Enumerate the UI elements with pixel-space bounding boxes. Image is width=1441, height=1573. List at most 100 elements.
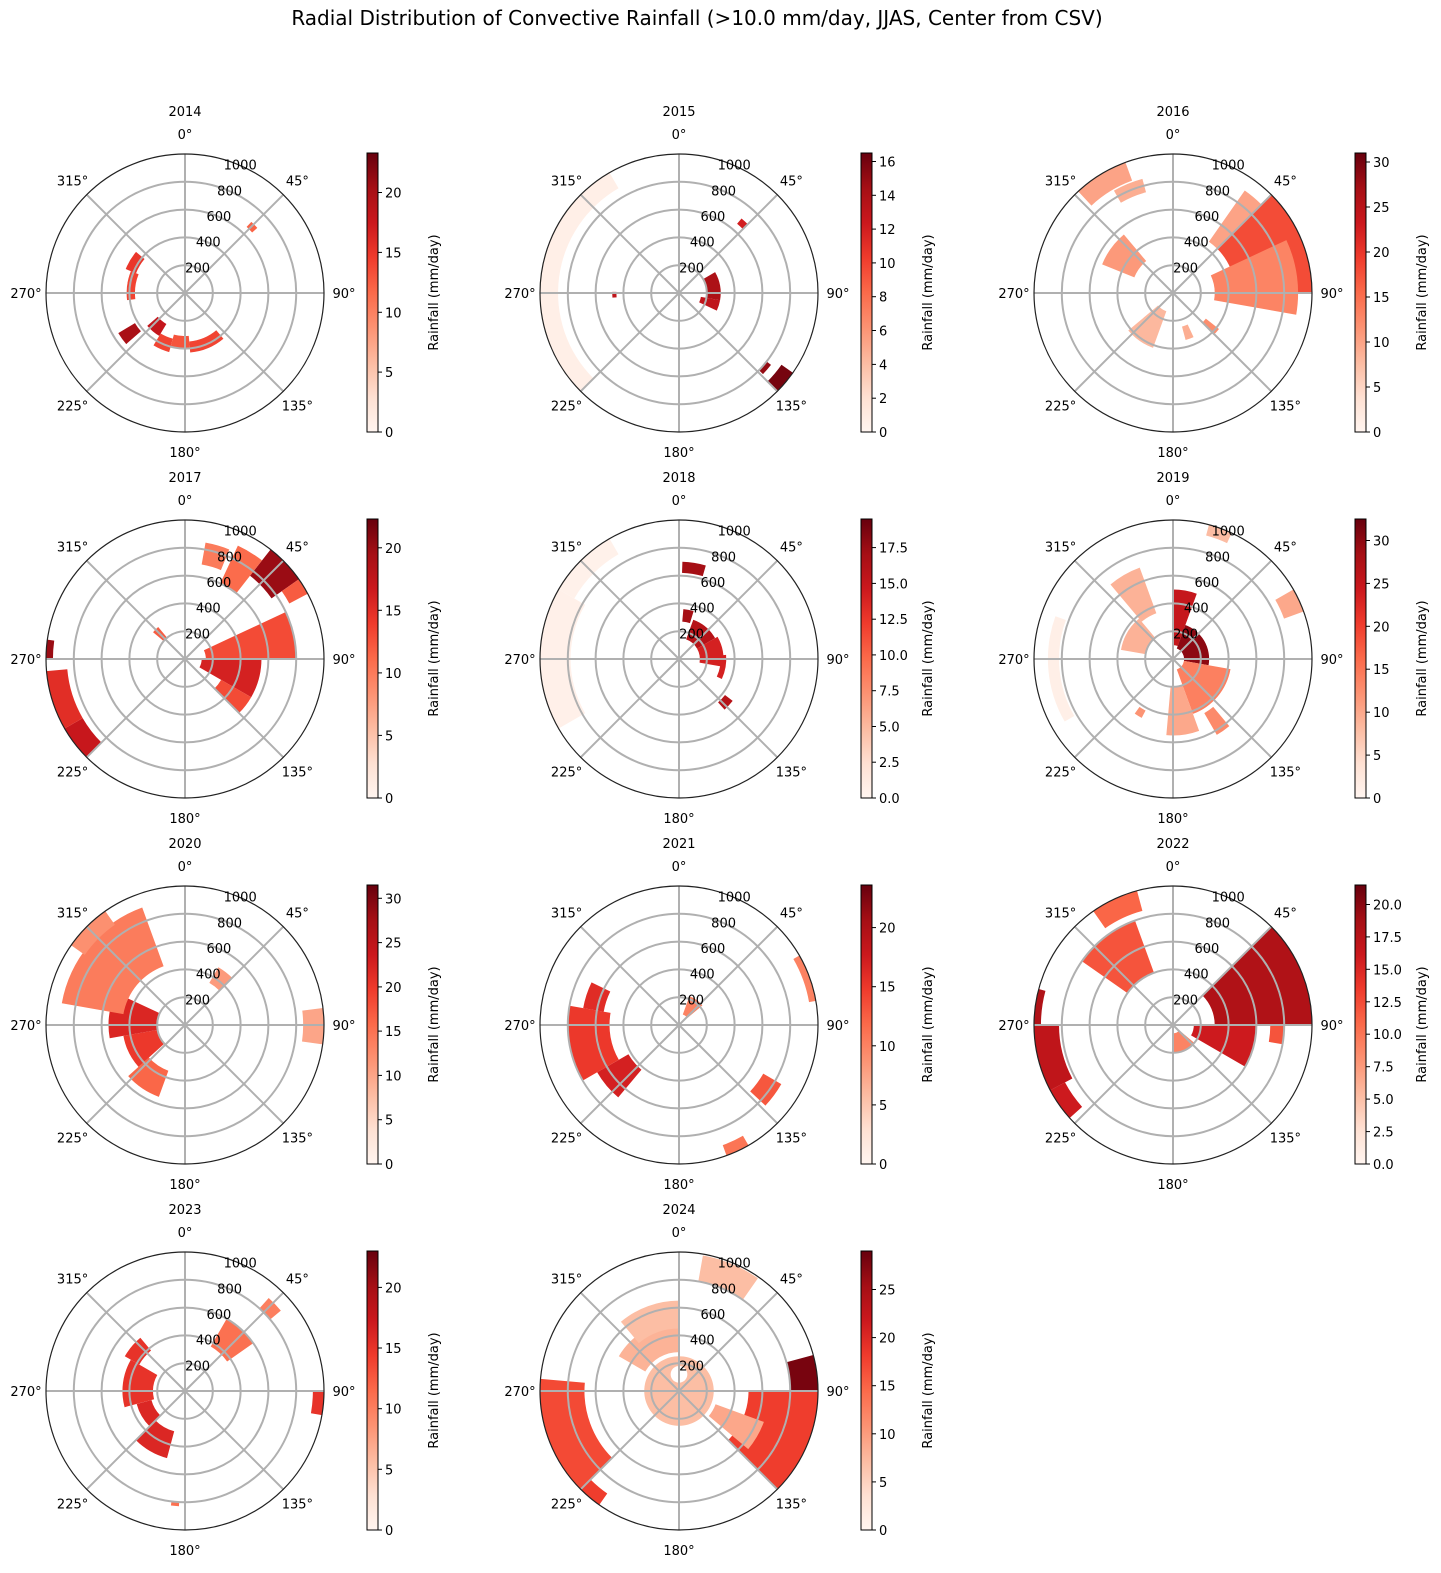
radial-tick-label: 1000	[1212, 525, 1245, 540]
colorbar-tick-label: 0	[879, 426, 887, 441]
angular-gridline	[1074, 194, 1174, 294]
angle-tick-label: 0°	[178, 494, 193, 509]
angle-tick-label: 90°	[332, 653, 355, 668]
angular-gridline	[580, 194, 680, 294]
polar-grid	[1034, 886, 1312, 1164]
rain-sector	[540, 172, 619, 392]
radial-tick-label: 800	[217, 550, 242, 565]
polar-spine	[539, 885, 819, 1165]
radial-tick-label: 800	[711, 1282, 736, 1297]
angle-tick-label: 270°	[10, 653, 41, 668]
colorbar-tick-label: 0	[385, 426, 393, 441]
angle-tick-label: 135°	[776, 1497, 807, 1512]
rain-sector	[220, 545, 263, 594]
radial-tick-label: 200	[679, 627, 704, 642]
rain-sector	[1176, 660, 1231, 714]
polar-axes: 0°45°90°135°180°225°270°315°200400600800…	[504, 494, 936, 826]
radial-tick-label: 200	[1173, 261, 1198, 276]
colorbar-tick-label: 17.5	[1373, 931, 1402, 946]
colorbar-label: Rainfall (mm/day)	[1415, 966, 1430, 1082]
colorbar-tick-label: 0	[1373, 426, 1381, 441]
polar-spine	[1033, 153, 1313, 433]
colorbar-tick-label: 6	[879, 325, 887, 340]
angle-tick-label: 90°	[1320, 1019, 1343, 1034]
radial-tick-label: 600	[206, 576, 231, 591]
colorbar-tick-label: 5	[879, 1099, 887, 1114]
colorbar-gradient	[366, 884, 379, 1165]
colorbar-tick-label: 5.0	[1373, 1093, 1394, 1108]
angle-tick-label: 270°	[504, 1019, 535, 1034]
polar-axes: 0°45°90°135°180°225°270°315°200400600800…	[998, 128, 1430, 460]
subplot-title: 2022	[1156, 837, 1190, 852]
subplot-title: 2018	[662, 471, 696, 486]
angular-gridline	[580, 560, 680, 660]
polar-grid	[540, 886, 818, 1164]
colorbar-tick-label: 10	[385, 1069, 402, 1084]
colorbar-tick-label: 20	[879, 922, 896, 937]
radial-tick-label: 200	[679, 261, 704, 276]
angular-gridline	[580, 292, 680, 392]
radial-tick-label: 400	[1184, 968, 1209, 983]
rain-sector	[1093, 890, 1143, 929]
colorbar-tick-label: 10	[879, 257, 896, 272]
radial-tick-label: 1000	[718, 891, 751, 906]
angle-tick-label: 225°	[57, 1497, 88, 1512]
colorbar-gradient	[366, 152, 379, 433]
polar-grid	[46, 520, 324, 798]
polar-grid	[540, 1252, 818, 1530]
colorbar-tick-label: 8	[879, 291, 887, 306]
angular-gridline	[86, 926, 186, 1026]
rain-sector	[310, 1391, 324, 1416]
polar-subplot-2016: 2016 0° 45° 90° 135° 180° 225° 270° 315° 200 400 60…	[988, 100, 1441, 460]
angle-tick-label: 45°	[780, 907, 803, 922]
angle-tick-label: 180°	[663, 446, 694, 460]
colorbar-tick-label: 15	[385, 1025, 402, 1040]
polar-axes: 0°45°90°135°180°225°270°315°200400600800…	[504, 128, 936, 460]
radial-tick-label: 800	[217, 184, 242, 199]
angular-gridline	[678, 292, 778, 392]
radial-tick-label: 600	[1194, 210, 1219, 225]
colorbar-tick-label: 20	[1373, 620, 1390, 635]
angle-tick-label: 270°	[10, 1385, 41, 1400]
colorbar-tick-label: 0	[385, 1158, 393, 1173]
angle-tick-label: 0°	[672, 494, 687, 509]
colorbar-tick-label: 0.0	[1373, 1158, 1394, 1173]
angle-tick-label: 225°	[57, 765, 88, 780]
rain-sector	[1173, 1030, 1195, 1053]
polar-subplot-2022: 2022 0° 45° 90° 135° 180° 225° 270° 315° 200 400 60…	[988, 832, 1441, 1192]
colorbar: 0 5 10 15 20 Rainfall (mm/day)	[366, 152, 442, 441]
polar-subplot-2014: 2014 0° 45° 90° 135° 180° 225° 270° 315° 200 400 60…	[0, 100, 460, 460]
colorbar: 0 5 10 15 20 25 30 Rainfall (mm/day)	[366, 884, 442, 1173]
angle-tick-label: 180°	[169, 446, 200, 460]
angular-gridline	[86, 194, 186, 294]
radial-tick-label: 400	[1184, 602, 1209, 617]
angle-tick-label: 45°	[1274, 175, 1297, 190]
rain-sector	[1120, 618, 1156, 655]
angle-tick-label: 90°	[332, 1019, 355, 1034]
radial-tick-label: 400	[196, 236, 221, 251]
polar-axes: 0°45°90°135°180°225°270°315°200400600800…	[10, 128, 442, 460]
rain-sector	[737, 218, 748, 230]
angle-tick-label: 180°	[663, 812, 694, 826]
colorbar-tick-label: 5.0	[879, 721, 900, 736]
rain-sector	[302, 1008, 324, 1045]
angular-gridline	[1172, 560, 1272, 660]
colorbar-tick-label: 15	[385, 604, 402, 619]
colorbar-tick-label: 10	[385, 306, 402, 321]
rain-sector	[1166, 685, 1200, 736]
angular-gridline	[1172, 926, 1272, 1026]
rain-sector	[203, 612, 297, 659]
angle-tick-label: 90°	[826, 1385, 849, 1400]
rain-sector	[1110, 567, 1157, 622]
colorbar-tick-label: 16	[879, 156, 896, 171]
angle-tick-label: 0°	[1166, 860, 1181, 875]
radial-tick-label: 200	[185, 261, 210, 276]
radial-tick-label: 600	[1194, 576, 1219, 591]
colorbar-tick-label: 20	[1373, 246, 1390, 261]
rain-sector	[46, 669, 83, 729]
radial-tick-label: 800	[711, 184, 736, 199]
polar-grid	[1034, 520, 1312, 798]
subplot-title: 2015	[662, 105, 696, 120]
rain-sector	[686, 619, 716, 649]
colorbar-gradient	[1354, 518, 1367, 799]
